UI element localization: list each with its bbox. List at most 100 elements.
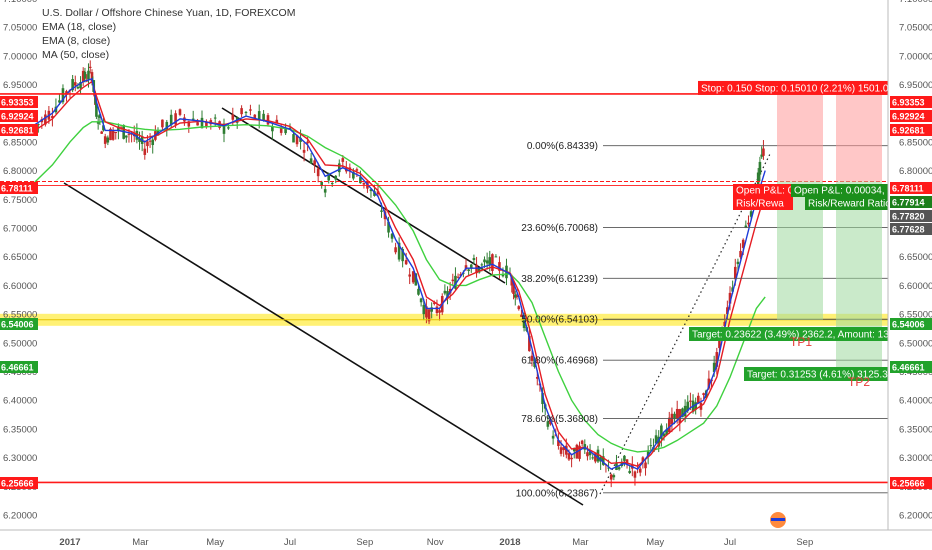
candle-body [352,171,355,179]
risk-label-2-box [805,197,888,210]
fib-label: 23.60%(6.70068) [521,223,598,234]
candle-body [662,433,666,437]
candle-body [625,459,629,464]
candle-body [726,307,729,315]
candle-body [649,445,653,447]
open-pl-label-1-text: Open P&L: 0.00034, Qty [736,186,845,197]
candle-body [451,279,455,282]
candle-body [271,126,274,132]
ma50-line [34,121,766,453]
candle-body [430,307,433,312]
candle-body [404,260,408,265]
fib-label: 38.20%(6.61239) [521,274,598,285]
candle-body [498,262,501,271]
fib-trend-line [599,153,771,495]
candle-body [535,377,539,379]
candle-body [712,362,716,372]
candle-body [491,254,494,271]
candle-body [266,115,270,125]
candle-body [109,128,112,141]
candle-body [446,291,449,298]
candle-body [559,447,563,454]
x-tick-label: Mar [132,537,148,548]
x-tick-label: May [646,537,664,548]
left-price-tag [0,477,38,489]
candle-body [146,141,149,147]
open-pl-label-1-box [733,184,793,197]
candle-body [98,114,102,118]
y-tick-label-left: 7.00000 [3,51,37,62]
candle-body [657,436,661,447]
legend-ema8: EMA (8, close) [42,35,111,47]
candle-body [670,413,674,425]
candle-body [125,135,128,138]
channel-upper-line [221,107,506,284]
x-tick-label: Jul [724,537,736,548]
candle-body [475,264,478,274]
channel-lines [63,107,771,506]
y-tick-label-left: 6.75000 [3,195,37,206]
candle-body [736,261,740,265]
candle-body [44,114,47,125]
fib-label: 100.00%(6.23867) [516,488,598,499]
candle-body [488,257,492,266]
candle-body [612,475,616,478]
stop-label-1-text: Stop: 0.150 [701,83,753,94]
candle-body [262,113,265,121]
candle-body [641,457,645,463]
risk-label-1-text: Risk/Rewa [736,199,784,210]
candle-body [494,256,498,258]
candle-body [408,274,411,277]
candle-body [697,395,700,404]
candle-body [660,425,663,439]
candle-body [90,72,94,82]
open-pl-label-2-text: Open P&L: 0.00034, Qty [794,186,903,197]
left-price-tag-text: 6.46661 [1,363,34,373]
x-tick-label: May [206,537,224,548]
y-tick-label-right: 7.10000 [899,0,932,5]
candle-body [302,149,306,153]
y-tick-label-left: 7.05000 [3,23,37,34]
watermark-logo [770,512,786,528]
stop-label-2-text: Stop: 0.15010 (2.21%) 1501.0, A [755,83,900,94]
candle-body [341,158,345,162]
candle-body [638,468,642,473]
candle-body [306,141,309,144]
y-tick-label-right: 7.00000 [899,51,932,62]
risk-label-1-box [733,197,793,210]
y-tick-label-left: 6.60000 [3,281,37,292]
chart-title: U.S. Dollar / Offshore Chinese Yuan, 1D,… [42,7,296,19]
candle-body [81,70,85,82]
candle-body [739,250,742,258]
right-price-tag-text: 6.77820 [892,212,925,222]
right-price-tag [890,361,932,373]
candle-body [728,292,732,304]
left-price-tag [0,318,38,330]
candle-body [512,282,515,294]
legend-ma50: MA (50, close) [42,49,110,61]
candle-body [733,266,737,280]
candle-body [591,457,595,459]
ema18-line [34,80,766,467]
candle-body [433,302,436,304]
candle-body [758,161,762,175]
candle-body [565,445,568,455]
candle-body [464,265,468,270]
candle-body [401,248,404,262]
right-price-tag [890,223,932,235]
candle-body [744,225,748,228]
y-tick-label-right: 6.40000 [899,396,932,407]
candle-body [292,134,295,143]
candle-body [580,440,584,445]
left-price-tag [0,96,38,108]
fib-label: 78.60%(5.36808) [521,414,598,425]
candle-body [456,276,460,278]
legend-ema18: EMA (18, close) [42,21,117,33]
y-tick-label-left: 6.35000 [3,424,37,435]
candle-body [148,140,152,142]
candle-body [73,82,77,86]
candle-body [355,169,359,171]
candle-body [510,275,514,286]
candle-body [253,114,257,119]
